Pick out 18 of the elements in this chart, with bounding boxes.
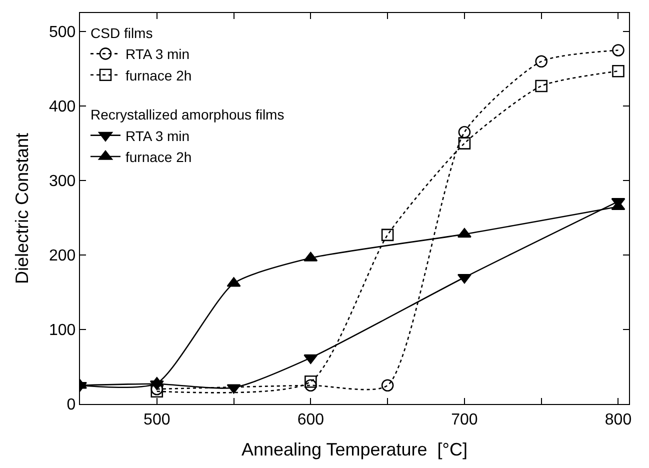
- y-tick-label: 500: [48, 24, 76, 42]
- x-axis-title: Annealing Temperature [°C]: [242, 439, 468, 460]
- legend-label: RTA 3 min: [125, 46, 190, 62]
- y-tick-label: 400: [48, 98, 76, 116]
- x-tick-label: 800: [604, 411, 632, 428]
- x-tick-label: 500: [144, 411, 170, 428]
- legend-label: furnace 2h: [125, 148, 192, 165]
- y-tick-label: 0: [66, 396, 76, 414]
- annotation: CSD films: [90, 24, 153, 41]
- x-tick-label: 600: [297, 411, 324, 428]
- y-tick-label: 200: [48, 248, 76, 265]
- x-tick-label: 700: [451, 411, 478, 428]
- y-tick-label: 300: [48, 173, 76, 190]
- legend-label: furnace 2h: [125, 67, 192, 84]
- y-axis-title: Dielectric Constant: [12, 132, 32, 284]
- y-tick-label: 100: [48, 322, 76, 340]
- legend-label: RTA 3 min: [125, 128, 190, 144]
- annotation: Recrystallized amorphous films: [90, 106, 284, 123]
